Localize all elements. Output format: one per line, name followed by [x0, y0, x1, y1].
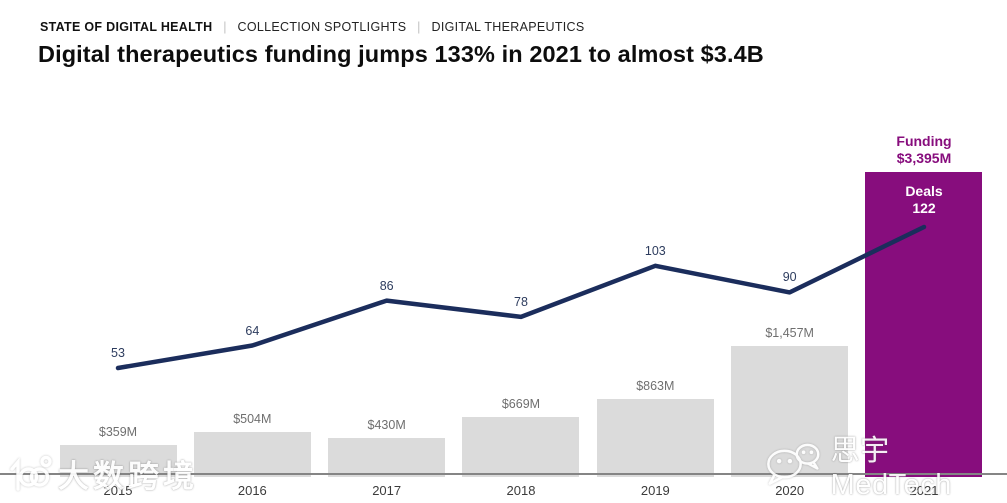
funding-bar-2018 [462, 416, 580, 477]
deals-highlight-label: Deals 122 [865, 183, 983, 216]
x-axis-label-2015: 2015 [103, 483, 133, 498]
wechat-icon [767, 443, 820, 485]
deals-value-label-2016: 64 [245, 323, 260, 338]
funding-bar-2017 [328, 438, 446, 477]
funding-value-label-2018: $669M [501, 396, 541, 411]
page-title: Digital therapeutics funding jumps 133% … [38, 41, 764, 67]
100-logo-icon [10, 455, 52, 491]
funding-value-label-2015: $359M [98, 424, 138, 439]
funding-value-label-2017: $430M [367, 418, 406, 433]
breadcrumb-separator: | [417, 20, 421, 34]
x-axis-line [0, 473, 1007, 475]
x-axis-label-2021: 2021 [909, 483, 939, 498]
breadcrumb-separator: | [223, 20, 227, 34]
x-axis-label-2020: 2020 [775, 483, 805, 498]
deals-value-label-2019: 103 [644, 243, 666, 258]
x-axis-label-2019: 2019 [640, 483, 670, 498]
deals-value-label-2015: 53 [111, 346, 125, 360]
funding-value-label-2020: $1,457M [765, 326, 814, 341]
watermark-right-text: 思宇MedTech [830, 435, 952, 501]
x-axis-label-2017: 2017 [372, 483, 402, 498]
deals-value-label-2018: 78 [514, 294, 528, 309]
funding-bar-2019 [596, 399, 714, 477]
funding-bar-2015 [59, 444, 177, 477]
breadcrumb-item-state-of-digital-health: STATE OF DIGITAL HEALTH [40, 20, 213, 34]
deals-value-label-2020: 90 [782, 270, 797, 285]
deals-value-label-2017: 86 [379, 278, 394, 293]
breadcrumb-item-digital-therapeutics: DIGITAL THERAPEUTICS [431, 20, 585, 34]
watermark-siyu-medtech: 思宇MedTech [762, 427, 1007, 502]
watermark-left-text: 大数跨境 [58, 459, 198, 494]
watermark-dashu-kuajing: 大数跨境 [6, 451, 198, 496]
funding-value-label-2016: $504M [233, 411, 272, 426]
x-axis-label-2016: 2016 [237, 483, 267, 498]
funding-value-label-2019: $863M [636, 379, 675, 394]
funding-highlight-title: Funding [896, 133, 952, 149]
funding-highlight-label: Funding $3,395M [854, 133, 994, 166]
deals-highlight-value: 122 [912, 199, 936, 216]
deals-highlight-title: Deals [905, 183, 943, 199]
funding-highlight-value: $3,395M [896, 149, 952, 166]
funding-bar-2016 [193, 431, 311, 477]
breadcrumb: STATE OF DIGITAL HEALTH | COLLECTION SPO… [40, 20, 585, 34]
x-axis-label-2018: 2018 [506, 483, 536, 498]
breadcrumb-item-collection-spotlights: COLLECTION SPOTLIGHTS [237, 20, 407, 34]
